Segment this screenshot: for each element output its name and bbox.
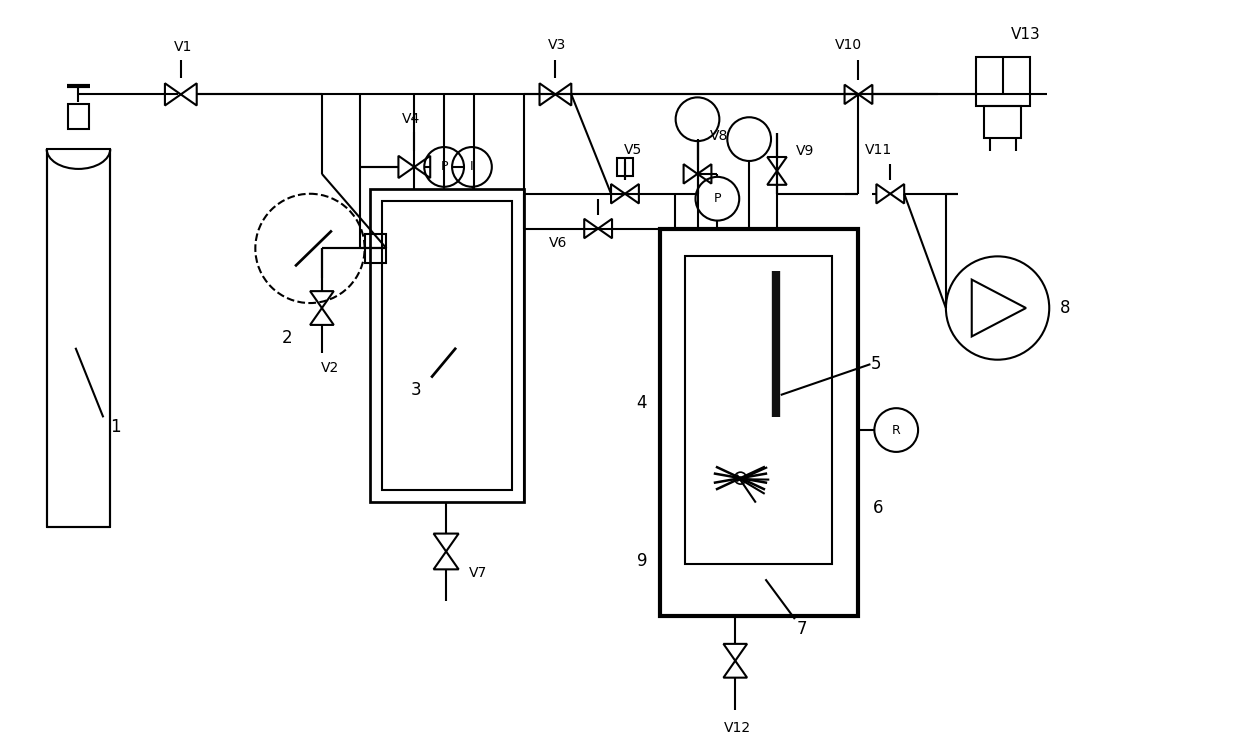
Bar [660, 229, 858, 616]
Text: V9: V9 [796, 144, 813, 158]
Text: V3: V3 [548, 38, 567, 52]
Text: 8: 8 [1060, 299, 1070, 317]
Bar [365, 233, 387, 263]
Bar [684, 256, 832, 565]
Text: 6: 6 [873, 498, 884, 517]
Text: 4: 4 [636, 394, 647, 412]
Text: I: I [470, 160, 474, 174]
Text: P: P [440, 160, 448, 174]
Bar [370, 189, 523, 502]
Text: V12: V12 [724, 721, 750, 735]
Bar [976, 57, 1030, 106]
Text: V7: V7 [469, 566, 487, 580]
Text: 3: 3 [410, 381, 422, 400]
Text: 9: 9 [636, 553, 647, 570]
Text: V13: V13 [1011, 27, 1040, 42]
Text: V8: V8 [711, 129, 729, 143]
Text: 1: 1 [110, 418, 120, 436]
Text: V1: V1 [174, 40, 192, 54]
Text: 2: 2 [281, 329, 293, 347]
Bar [618, 158, 632, 176]
Text: V5: V5 [624, 143, 642, 157]
Text: V11: V11 [864, 143, 892, 157]
Text: 7: 7 [797, 620, 807, 638]
Text: V2: V2 [321, 361, 339, 375]
Bar [47, 149, 110, 527]
Text: V10: V10 [835, 38, 862, 52]
Bar [983, 106, 1022, 138]
Text: R: R [892, 423, 900, 436]
Text: P: P [714, 192, 722, 205]
Text: V4: V4 [402, 112, 420, 127]
Bar [382, 201, 512, 490]
Text: 5: 5 [872, 355, 882, 373]
Text: V6: V6 [549, 236, 568, 250]
Bar [67, 105, 89, 130]
